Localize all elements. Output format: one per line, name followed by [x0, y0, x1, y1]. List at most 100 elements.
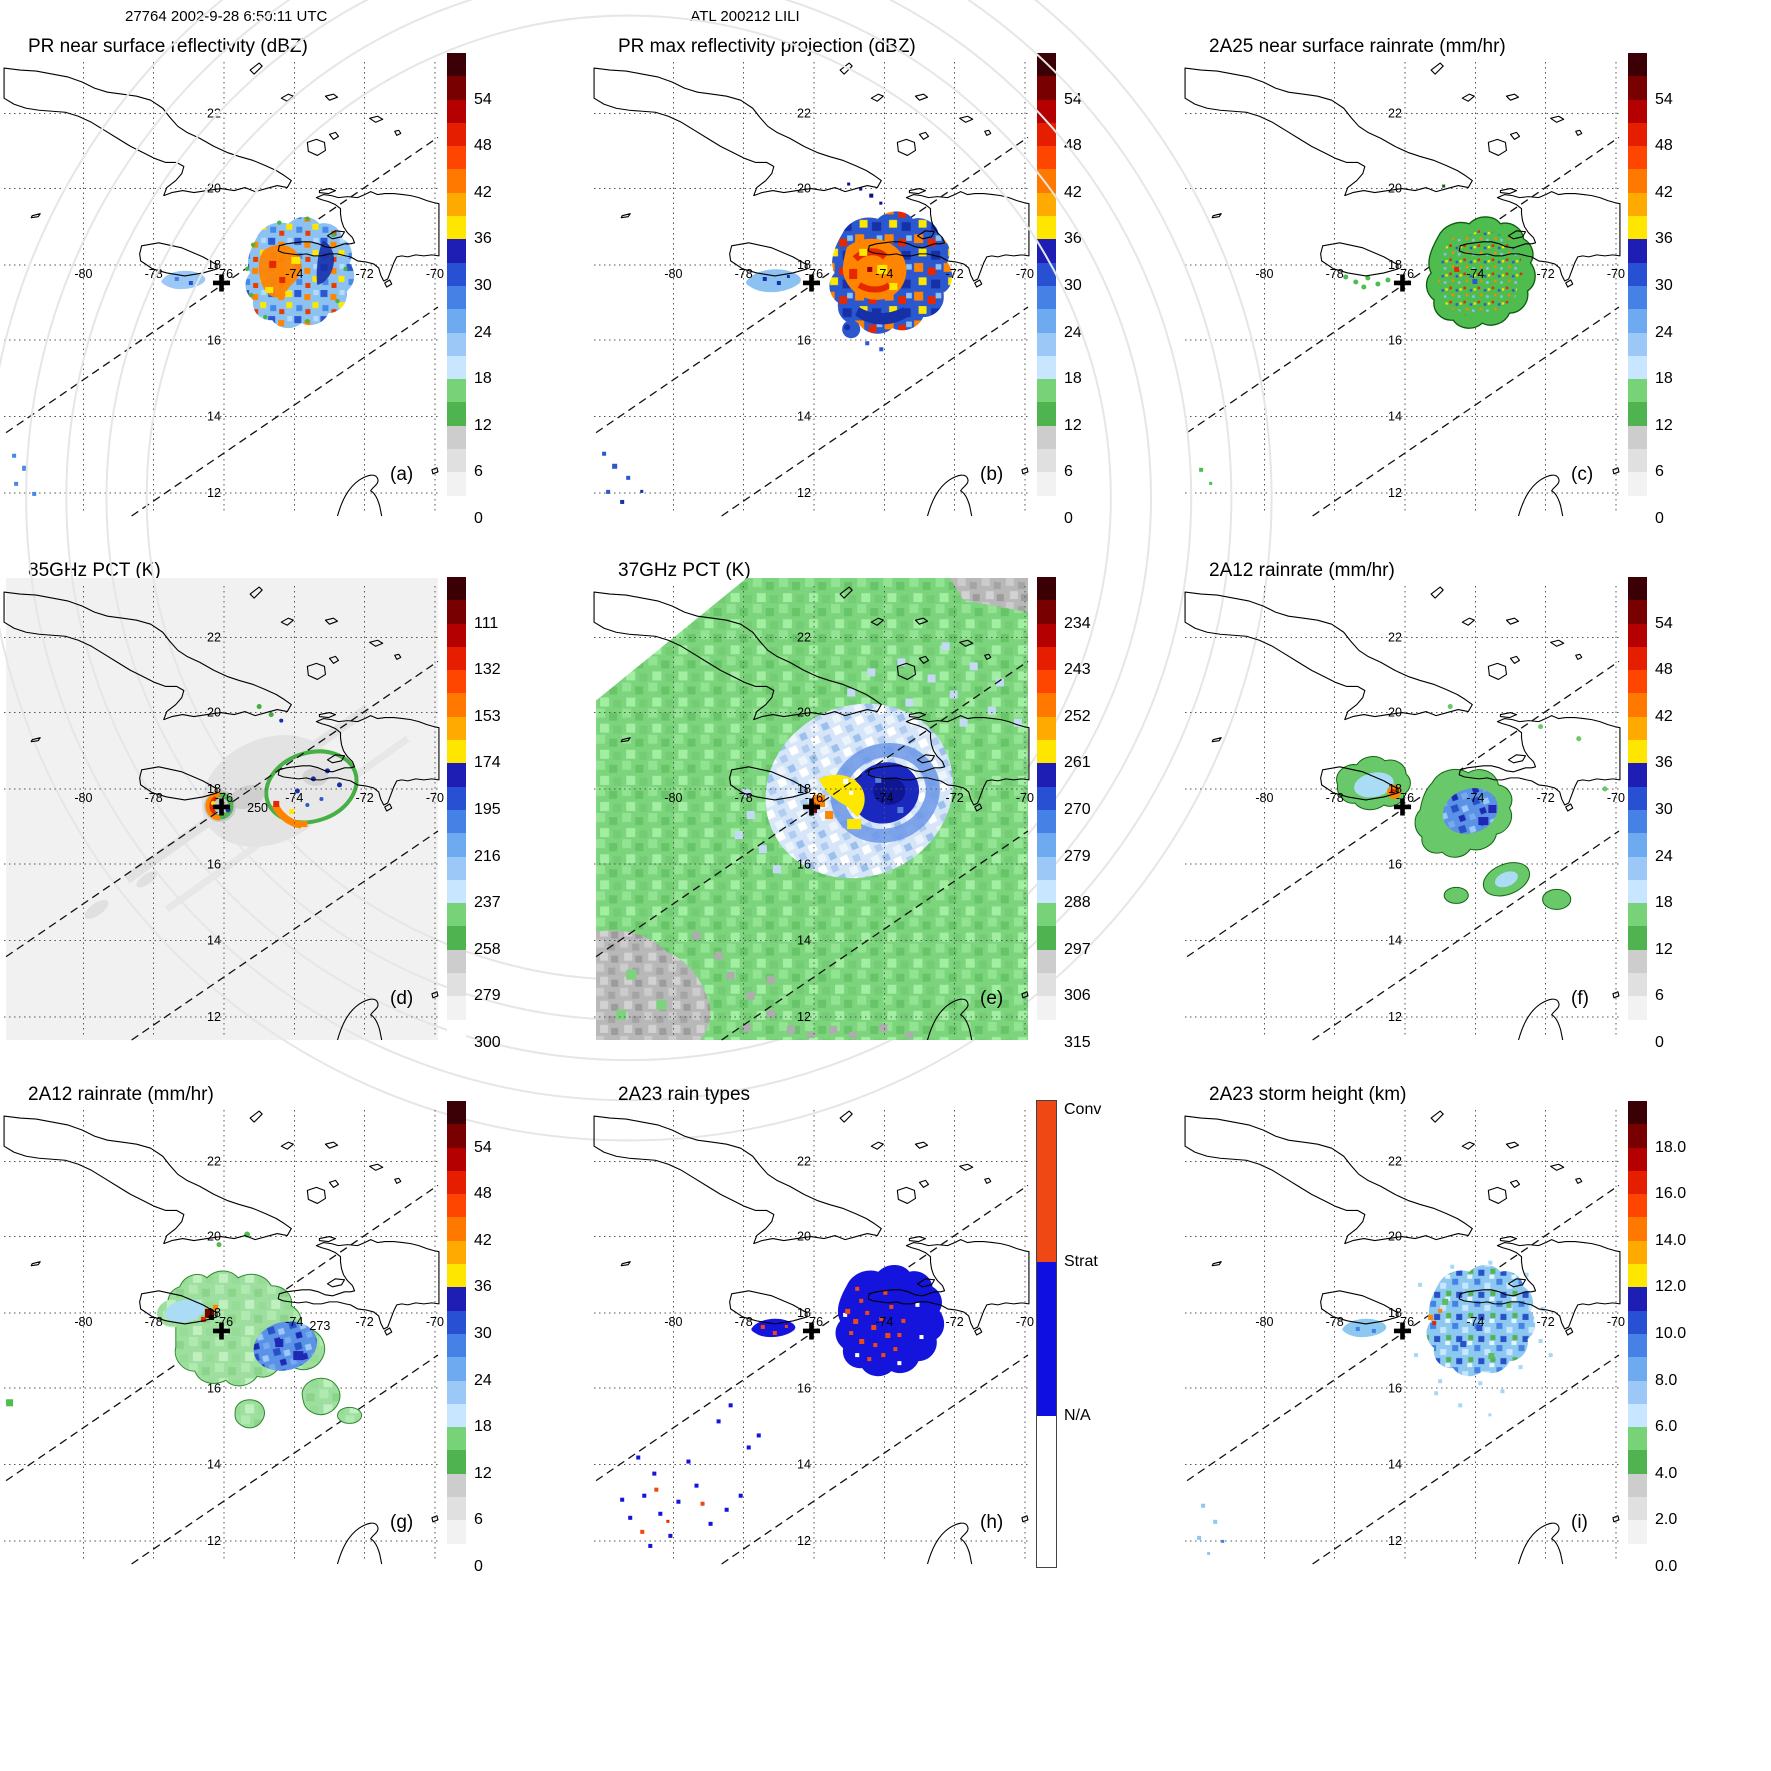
colorbar-tick-label: 16.0	[1655, 1185, 1687, 1203]
grid-label: -74	[875, 791, 893, 805]
grid-label: 14	[1388, 1458, 1402, 1472]
colorbar-segment	[1628, 1194, 1647, 1218]
colorbar-segment	[1037, 402, 1056, 426]
panel-a-pr-near-surface-reflectivity: PR near surface reflectivity (dBZ)	[0, 28, 590, 552]
colorbar-segment	[1628, 1333, 1647, 1358]
colorbar-segment	[1037, 285, 1056, 310]
colorbar-tick-label: 30	[474, 1325, 492, 1342]
grid-label: 18	[1388, 782, 1402, 796]
colorbar-segment	[447, 1427, 466, 1451]
grid-label: -74	[285, 791, 303, 805]
colorbar-tick-label: 30	[1064, 277, 1082, 294]
colorbar-tick-label: 2.0	[1655, 1511, 1678, 1529]
colorbar-segment	[447, 379, 466, 403]
grid-label: 16	[797, 1381, 811, 1395]
colorbar-tick-label: 18	[1064, 370, 1082, 388]
colorbar-segment	[1037, 786, 1056, 810]
colorbar-segment	[447, 169, 466, 193]
map-f: -80 -78 -76 -74 -72 -70 22 20 18 16 14 12	[1184, 585, 1625, 1041]
colorbar-segment	[1037, 122, 1056, 147]
colorbar-tick-label: 258	[474, 940, 501, 958]
colorbar-tick-label: 18	[1655, 894, 1673, 912]
colorbar-tick-label: 48	[1655, 661, 1673, 679]
colorbar-segment	[447, 903, 466, 927]
colorbar-segment	[1628, 903, 1647, 927]
colorbar-segment	[1037, 763, 1056, 787]
colorbar-tick-label: 288	[1064, 894, 1091, 912]
grid-label: -80	[1255, 1315, 1273, 1329]
colorbar-tick-label: 54	[1655, 614, 1673, 632]
colorbar-tick-label: 6.0	[1655, 1418, 1678, 1436]
colorbar-segment	[1628, 1520, 1647, 1544]
colorbar-tick-label: 42	[1064, 183, 1082, 201]
colorbar-segment	[1628, 495, 1647, 519]
colorbar-segment	[1037, 1101, 1056, 1262]
grid-label: 16	[207, 857, 221, 871]
grid-label: -70	[426, 791, 444, 805]
colorbar-segment	[1037, 973, 1056, 997]
colorbar-tick-label: 18.0	[1655, 1138, 1687, 1156]
colorbar-segment	[1037, 332, 1056, 356]
panel-i-2a23-storm-height: 2A23 storm height (km)	[1181, 1076, 1771, 1600]
colorbar-tick-label: 234	[1064, 614, 1091, 632]
colorbar-tick-label: 0	[474, 510, 483, 527]
colorbar-segment	[1628, 1357, 1647, 1381]
grid-label: 12	[1388, 486, 1402, 500]
grid-label: 14	[1388, 410, 1402, 424]
grid-label: 22	[207, 1154, 221, 1168]
grid-label: 22	[797, 106, 811, 120]
colorbar-segment	[447, 949, 466, 974]
colorbar-tick-label: N/A	[1064, 1406, 1091, 1424]
swath-edge-lines	[1186, 1184, 1620, 1565]
grid-label: -74	[875, 267, 893, 281]
colorbar-segment	[1628, 169, 1647, 193]
colorbar-tick-label: 279	[1064, 847, 1091, 865]
panel-title: 37GHz PCT (K)	[618, 560, 751, 581]
colorbar-segment	[1037, 379, 1056, 403]
colorbar-segment	[1628, 879, 1647, 904]
grid-label: 12	[797, 1534, 811, 1548]
grid-label: -80	[664, 267, 682, 281]
colorbar-tick-label: 48	[1655, 137, 1673, 155]
colorbar-tick-label: 36	[1655, 754, 1673, 772]
colorbar-tick-label: 24	[1655, 847, 1673, 865]
grid-label: -76	[215, 267, 233, 281]
grid-label: 16	[207, 333, 221, 347]
grid-label: 16	[797, 857, 811, 871]
grid-label: 20	[207, 182, 221, 196]
grid-label: 18	[797, 1306, 811, 1320]
grid-label: 20	[207, 1230, 221, 1244]
grid-label: 20	[207, 706, 221, 720]
grid-label: -74	[1466, 1315, 1484, 1329]
grid-label: 16	[1388, 333, 1402, 347]
colorbar-tick-label: 18	[474, 1418, 492, 1436]
grid-label: 18	[797, 258, 811, 272]
grid-labels: -80 -78 -76 -74 -72 -70 22 20 18 16 14 12 273	[74, 1154, 444, 1548]
grid-label: 18	[1388, 258, 1402, 272]
grid-labels: -80 -78 -76 -74 -72 -70 22 20 18 16 14 12	[1255, 106, 1625, 500]
colorbar-segment	[1037, 1261, 1056, 1416]
panel-d-85ghz-pct: 85GHz PCT (K)	[0, 0, 1273, 1142]
colorbar-segment	[447, 1217, 466, 1241]
colorbar-labels: 54 48 42 36 30 24 18 12 6 0	[474, 53, 534, 527]
colorbar-segment	[1628, 740, 1647, 764]
grid-label: -74	[285, 267, 303, 281]
colorbar-segment	[447, 1403, 466, 1428]
colorbar-tick-label: 36	[474, 230, 492, 248]
colorbar-tick-label: 243	[1064, 661, 1091, 679]
colorbar-tick-label: 6	[1064, 463, 1073, 481]
colorbar-segment	[447, 1333, 466, 1358]
colorbar-segment	[1037, 833, 1056, 857]
grid-label: -76	[1396, 791, 1414, 805]
colorbar-segment	[447, 879, 466, 904]
colorbar-segment	[447, 600, 466, 624]
grid-label: 22	[207, 630, 221, 644]
colorbar-segment	[1628, 1264, 1647, 1288]
colorbar-segment	[1628, 239, 1647, 263]
colorbar-tick-label: 0	[1655, 510, 1664, 527]
colorbar-segment	[1037, 99, 1056, 123]
panel-letter: (i)	[1571, 1512, 1588, 1533]
colorbar-segment	[1628, 285, 1647, 310]
